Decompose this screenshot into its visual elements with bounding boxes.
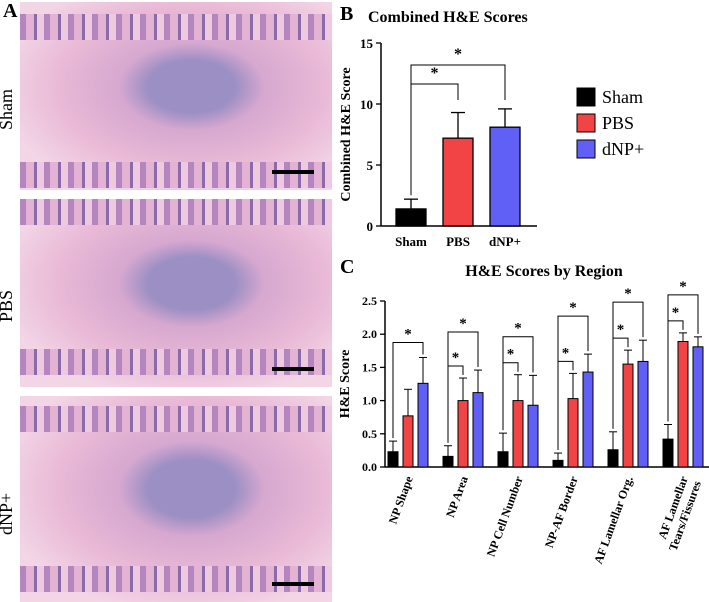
- bar-sham: [395, 208, 427, 227]
- significance-bracket: [612, 301, 644, 429]
- significance-star: *: [514, 321, 522, 337]
- significance-star: *: [569, 300, 577, 316]
- significance-star: *: [624, 286, 632, 302]
- bar-dnp+: [692, 346, 704, 468]
- bar-pbs: [677, 341, 689, 468]
- significance-star: *: [454, 46, 462, 63]
- y-tick-label: 5: [367, 158, 374, 173]
- significance-bracket: [502, 336, 534, 431]
- y-tick-label: 1.0: [362, 394, 377, 408]
- significance-bracket: [410, 64, 506, 196]
- legend-label: Sham: [602, 87, 643, 107]
- y-tick-label: 0: [367, 219, 374, 234]
- bar-pbs: [457, 400, 469, 468]
- x-tick-label: AF LamellarTears/Fissures: [653, 474, 705, 553]
- histology-image-sham: [20, 2, 332, 190]
- legend-label: PBS: [602, 113, 634, 133]
- bar-pbs: [402, 415, 414, 468]
- legend-swatch-1: [576, 113, 596, 133]
- bar-sham: [387, 451, 399, 468]
- bar-sham: [607, 449, 619, 468]
- bar-pbs: [567, 398, 579, 468]
- legend-label: dNP+: [602, 139, 644, 159]
- histology-image-dnp: [20, 396, 332, 602]
- significance-star: *: [617, 322, 625, 338]
- panel-b-letter: B: [340, 3, 353, 25]
- y-tick-label: 10: [360, 97, 373, 112]
- bar-dnp+: [527, 404, 539, 468]
- bar-sham: [497, 451, 509, 468]
- bar-dnp+: [417, 382, 429, 468]
- x-tick-label: PBS: [446, 234, 470, 249]
- significance-bracket: [447, 331, 479, 443]
- significance-star: *: [562, 345, 570, 361]
- panel-a-letter: A: [3, 0, 18, 22]
- y-tick-label: 2.0: [362, 327, 377, 341]
- y-tick-label: 1.5: [362, 360, 377, 374]
- x-tick-label: NP Shape: [386, 474, 416, 526]
- histology-image-pbs: [20, 199, 332, 387]
- y-tick-label: 15: [360, 36, 374, 51]
- significance-star: *: [404, 326, 412, 342]
- scale-bar: [272, 582, 314, 586]
- bar-dnp+: [489, 126, 521, 227]
- bar-pbs: [442, 137, 474, 227]
- chart-title: Combined H&E Scores: [368, 9, 528, 26]
- x-tick-label: NP-AF Border: [542, 474, 581, 550]
- y-tick-label: 0.0: [362, 460, 377, 474]
- bar-pbs: [622, 363, 634, 468]
- bar-sham: [552, 459, 564, 468]
- significance-bracket: [667, 294, 699, 422]
- x-tick-label: Sham: [395, 234, 427, 249]
- x-tick-label-line: NP Cell Number: [484, 474, 526, 559]
- significance-star: *: [431, 65, 439, 82]
- chart-title: H&E Scores by Region: [465, 263, 623, 280]
- legend-swatch-2: [576, 139, 596, 159]
- legend-swatch-0: [576, 87, 596, 107]
- significance-star: *: [459, 316, 467, 332]
- bar-dnp+: [472, 392, 484, 468]
- significance-bracket: [557, 315, 589, 451]
- panel-c-letter: C: [340, 256, 354, 278]
- significance-star: *: [452, 350, 460, 366]
- x-tick-label: NP Area: [443, 474, 471, 519]
- x-tick-label-line: AF Lamellar Org.: [591, 474, 636, 566]
- bar-sham: [662, 438, 674, 468]
- scale-bar: [272, 367, 314, 371]
- bar-pbs: [512, 400, 524, 468]
- y-axis-label: H&E Score: [338, 350, 353, 419]
- significance-star: *: [679, 279, 687, 295]
- x-tick-label: dNP+: [489, 234, 521, 249]
- significance-star: *: [507, 347, 515, 363]
- x-tick-label-line: NP Shape: [386, 474, 416, 526]
- y-tick-label: 0.5: [362, 427, 377, 441]
- y-axis-label: Combined H&E Score: [339, 67, 354, 201]
- bar-sham: [442, 455, 454, 468]
- x-tick-label: AF Lamellar Org.: [591, 474, 636, 566]
- y-tick-label: 2.5: [362, 294, 377, 308]
- x-tick-label: NP Cell Number: [484, 474, 526, 559]
- x-tick-label-line: NP-AF Border: [542, 474, 581, 550]
- significance-star: *: [672, 305, 680, 321]
- significance-bracket: [392, 341, 424, 439]
- bar-dnp+: [637, 360, 649, 468]
- scale-bar: [272, 170, 314, 174]
- x-tick-label-line: NP Area: [443, 474, 471, 519]
- bar-dnp+: [582, 371, 594, 468]
